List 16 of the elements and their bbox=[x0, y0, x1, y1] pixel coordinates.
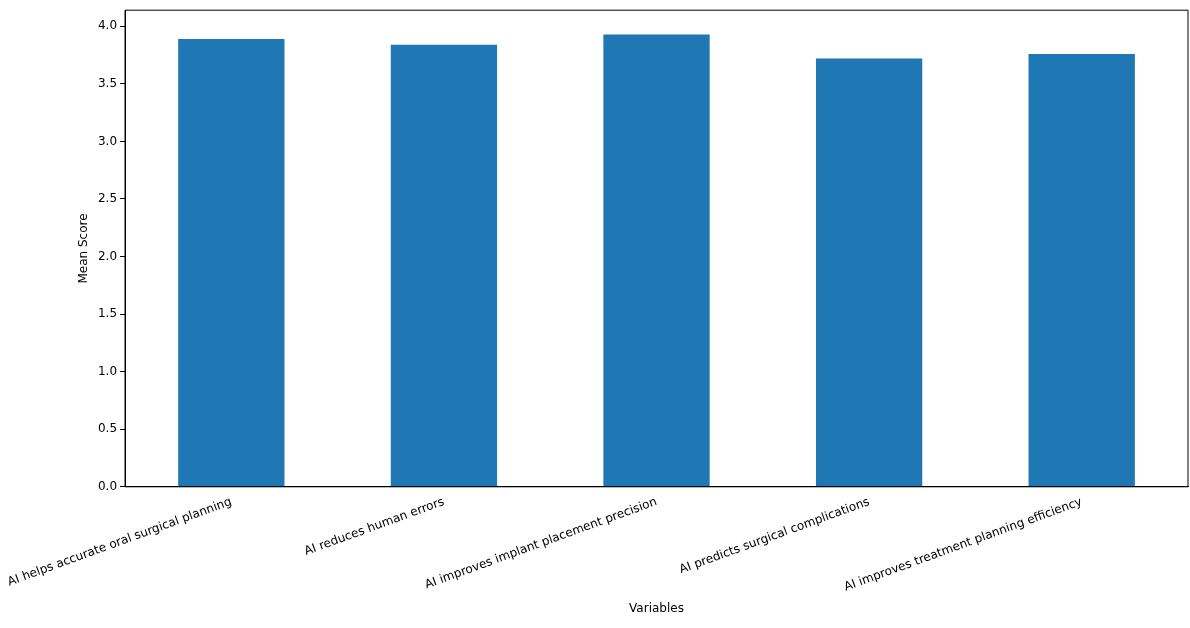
y-tick-label: 2.5 bbox=[97, 191, 118, 206]
bar bbox=[603, 34, 710, 487]
bar bbox=[815, 58, 923, 487]
bar bbox=[178, 38, 285, 487]
y-tick-label: 3.0 bbox=[97, 133, 118, 148]
y-tick-label: 4.0 bbox=[97, 18, 118, 33]
y-tick-label: 0.0 bbox=[97, 478, 118, 493]
y-tick-label: 1.0 bbox=[97, 363, 118, 378]
bar bbox=[1028, 53, 1135, 487]
y-tick-label: 1.5 bbox=[97, 306, 118, 321]
y-tick-label: 3.5 bbox=[97, 76, 118, 90]
bar bbox=[390, 44, 498, 487]
y-axis-title: Mean Score bbox=[75, 213, 90, 284]
x-axis-title: Variables bbox=[629, 600, 684, 615]
y-tick-label: 0.5 bbox=[97, 421, 118, 436]
y-tick-label: 2.0 bbox=[97, 248, 118, 263]
